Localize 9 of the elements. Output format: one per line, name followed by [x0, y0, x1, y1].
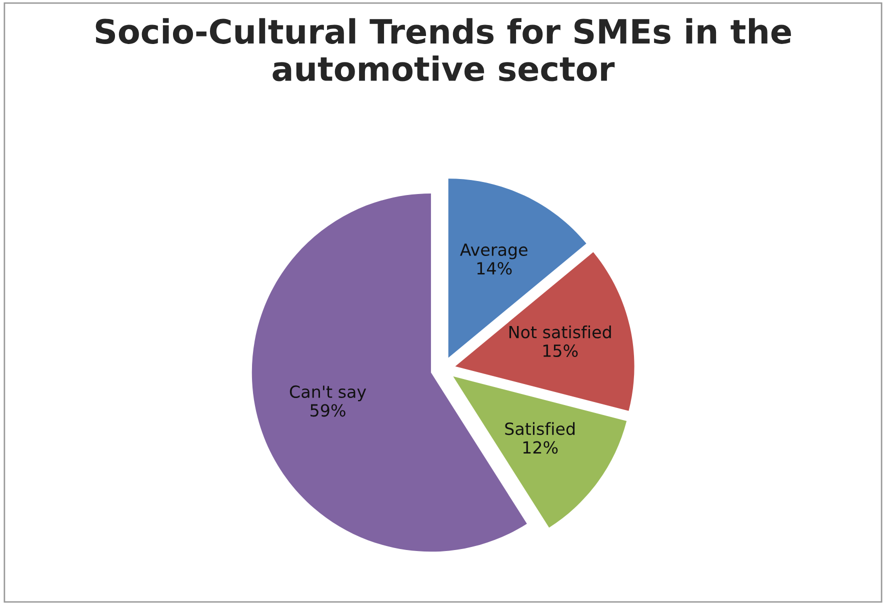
- slice-label: Can't say: [290, 385, 366, 402]
- data-label: 14%: [477, 262, 512, 275]
- slice-label: Satisfied: [505, 422, 575, 436]
- data-label: 15%: [543, 344, 578, 358]
- slice-label: Average: [460, 244, 528, 260]
- slice-label: Not satisfied: [509, 325, 611, 338]
- chart-title: Socio-Cultural Trends for SMEs in the automotive sector: [96, 18, 791, 82]
- data-label: 12%: [523, 441, 558, 454]
- data-label: 59%: [310, 404, 346, 417]
